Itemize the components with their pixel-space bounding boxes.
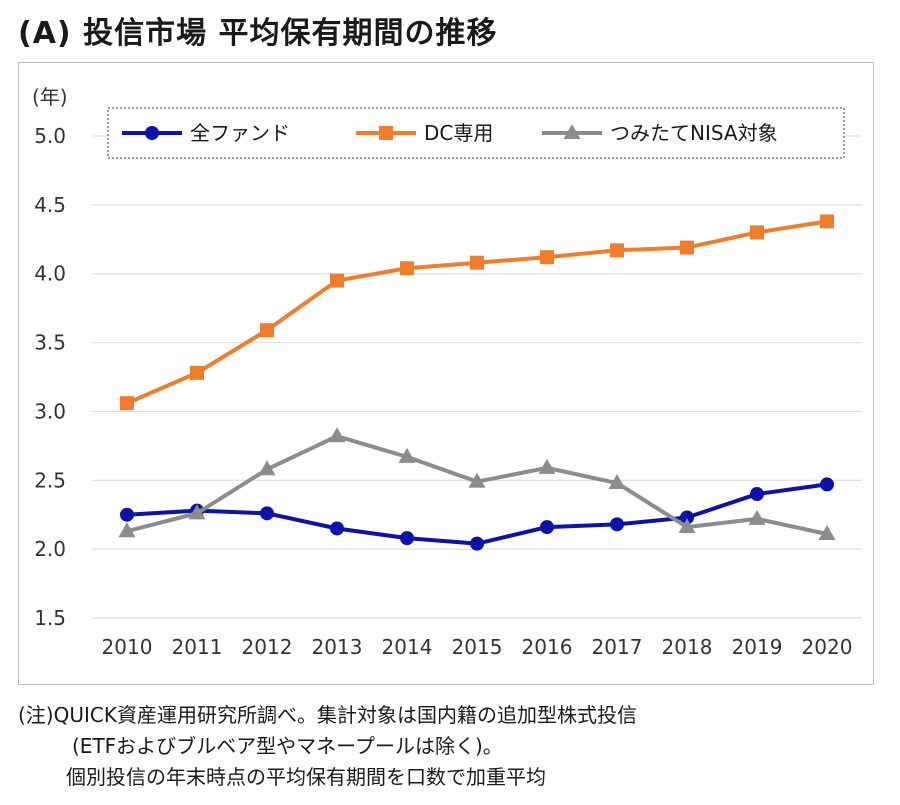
x-tick-label: 2018 [662,635,713,659]
data-point [820,214,834,229]
x-tick-label: 2020 [802,635,853,659]
data-point [748,509,766,525]
x-tick-label: 2010 [102,635,153,659]
data-point [190,365,204,380]
legend: 全ファンド DC専用 つみたてNISA対象 [107,107,845,159]
data-point [540,520,554,535]
data-point [258,460,276,476]
data-point [818,524,836,540]
data-point [678,518,696,534]
x-tick-label: 2014 [382,635,433,659]
series-1 [120,214,834,411]
data-point [608,474,626,490]
data-point [330,521,344,536]
x-tick-label: 2013 [312,635,363,659]
data-point [188,504,206,520]
x-tick-label: 2012 [242,635,293,659]
data-point [820,477,834,492]
data-point [400,531,414,546]
data-point [538,458,556,474]
data-point [398,447,416,463]
y-tick-label: 1.5 [34,606,66,630]
series [118,214,836,551]
data-point [330,273,344,288]
chart-frame [18,62,874,685]
x-tick-label: 2016 [522,635,573,659]
data-point [540,250,554,265]
x-tick-label: 2019 [732,635,783,659]
y-tick-label: 2.0 [34,537,66,561]
data-point [680,510,694,525]
data-point [470,255,484,270]
x-tick-label: 2011 [172,635,223,659]
y-tick-label: 3.0 [34,399,66,423]
y-tick-label: 2.5 [34,468,66,492]
series-line [126,219,828,406]
line-chart: 1.52.02.53.03.54.04.55.0 2010 2011 2012 201… [32,85,862,659]
data-point [120,507,134,522]
y-tick-label: 4.0 [34,262,66,286]
y-tick-label: 5.0 [34,124,66,148]
footnote-line-1: (注)QUICK資産運用研究所調べ。集計対象は国内籍の追加型株式投信 [18,703,637,727]
page-title: (A) 投信市場 平均保有期間の推移 [18,16,498,51]
x-tick-label: 2017 [592,635,643,659]
legend-label: 全ファンド [190,121,290,145]
data-point [750,225,764,240]
x-axis: 2010 2011 2012 2013 2014 2015 2016 2017 2018 2019… [102,635,853,659]
data-point [118,522,136,538]
data-point [120,396,134,411]
y-axis-label: (年) [32,85,68,109]
legend-marker [379,126,393,140]
data-point [328,427,346,443]
series-2 [118,427,836,540]
data-point [610,517,624,532]
legend-item: つみたてNISA対象 [542,121,778,145]
legend-label: DC専用 [424,121,493,145]
data-point [610,243,624,258]
legend-marker [145,126,159,140]
data-point [260,323,274,338]
y-tick-label: 3.5 [34,331,66,355]
data-point [750,487,764,502]
legend-box [107,107,845,159]
legend-item: DC専用 [356,121,493,145]
legend-marker [563,124,581,139]
footnotes: (注)QUICK資産運用研究所調べ。集計対象は国内籍の追加型株式投信 (ETFお… [18,700,637,793]
footnote-line-2: (ETFおよびブルベア型やマネープールは除く)。 [72,734,503,758]
data-point [680,240,694,255]
legend-item: 全ファンド [122,121,290,145]
data-point [468,472,486,488]
data-point [260,506,274,521]
gridlines [92,135,862,619]
data-point [400,261,414,276]
y-axis: 1.5 2.0 2.5 3.0 3.5 4.0 4.5 5.0 [34,124,66,630]
footnote-line-3: 個別投信の年末時点の平均保有期間を口数で加重平均 [66,765,546,789]
series-0 [120,477,834,551]
data-point [470,536,484,551]
x-tick-label: 2015 [452,635,503,659]
y-tick-label: 4.5 [34,193,66,217]
legend-label: つみたてNISA対象 [610,121,778,145]
